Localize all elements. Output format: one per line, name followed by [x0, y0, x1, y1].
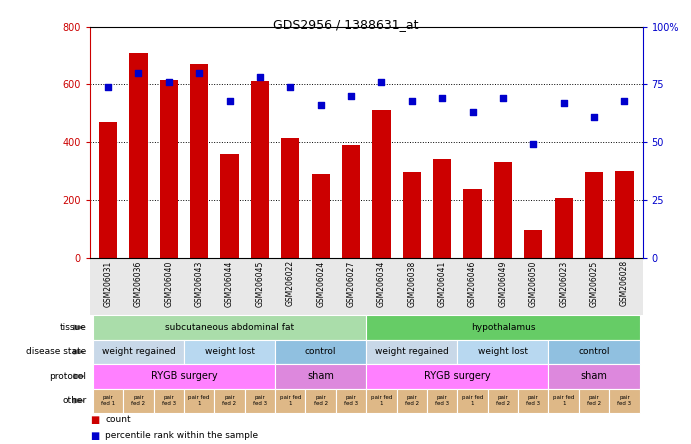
- Bar: [312, 174, 330, 258]
- Polygon shape: [74, 399, 84, 403]
- Text: pair fed
1: pair fed 1: [280, 395, 301, 406]
- Bar: [464, 189, 482, 258]
- Text: weight lost: weight lost: [205, 347, 254, 357]
- Text: weight regained: weight regained: [102, 347, 176, 357]
- Bar: [220, 154, 238, 258]
- Text: sham: sham: [580, 371, 607, 381]
- Bar: [160, 80, 178, 258]
- Text: RYGB surgery: RYGB surgery: [151, 371, 217, 381]
- Text: weight lost: weight lost: [478, 347, 528, 357]
- Polygon shape: [74, 350, 84, 354]
- Text: pair
fed 2: pair fed 2: [496, 395, 510, 406]
- Text: pair
fed 2: pair fed 2: [223, 395, 236, 406]
- Text: hypothalamus: hypothalamus: [471, 323, 535, 332]
- Point: [376, 79, 387, 86]
- Text: count: count: [105, 415, 131, 424]
- Bar: [281, 138, 299, 258]
- Text: percentile rank within the sample: percentile rank within the sample: [105, 431, 258, 440]
- Text: pair
fed 2: pair fed 2: [314, 395, 328, 406]
- Text: weight regained: weight regained: [375, 347, 448, 357]
- Text: pair
fed 3: pair fed 3: [162, 395, 176, 406]
- Text: pair
fed 3: pair fed 3: [435, 395, 449, 406]
- Point: [285, 83, 296, 90]
- Text: pair fed
1: pair fed 1: [553, 395, 574, 406]
- Text: pair
fed 2: pair fed 2: [587, 395, 601, 406]
- Point: [619, 97, 630, 104]
- Text: pair fed
1: pair fed 1: [189, 395, 210, 406]
- Point: [254, 74, 265, 81]
- Text: other: other: [62, 396, 86, 405]
- Polygon shape: [74, 325, 84, 329]
- Text: pair
fed 2: pair fed 2: [131, 395, 146, 406]
- Text: control: control: [578, 347, 609, 357]
- Text: pair
fed 3: pair fed 3: [253, 395, 267, 406]
- Bar: [372, 111, 390, 258]
- Text: control: control: [305, 347, 337, 357]
- Bar: [615, 171, 634, 258]
- Bar: [99, 122, 117, 258]
- Bar: [403, 172, 421, 258]
- Point: [498, 95, 509, 102]
- Text: pair fed
1: pair fed 1: [462, 395, 483, 406]
- Point: [528, 141, 539, 148]
- Bar: [433, 159, 451, 258]
- Point: [406, 97, 417, 104]
- Point: [163, 79, 174, 86]
- Point: [437, 95, 448, 102]
- Text: ■: ■: [90, 431, 99, 441]
- Point: [467, 108, 478, 115]
- Text: pair
fed 3: pair fed 3: [344, 395, 358, 406]
- Text: ■: ■: [90, 415, 99, 425]
- Text: pair
fed 3: pair fed 3: [527, 395, 540, 406]
- Point: [133, 69, 144, 76]
- Text: disease state: disease state: [26, 347, 86, 357]
- Text: tissue: tissue: [59, 323, 86, 332]
- Point: [558, 99, 569, 107]
- Text: subcutaneous abdominal fat: subcutaneous abdominal fat: [165, 323, 294, 332]
- Point: [346, 92, 357, 99]
- Bar: [524, 230, 542, 258]
- Text: sham: sham: [307, 371, 334, 381]
- Bar: [342, 145, 360, 258]
- Point: [102, 83, 113, 90]
- Bar: [494, 163, 512, 258]
- Bar: [585, 172, 603, 258]
- Text: GDS2956 / 1388631_at: GDS2956 / 1388631_at: [273, 18, 418, 31]
- Text: pair
fed 3: pair fed 3: [617, 395, 632, 406]
- Bar: [251, 82, 269, 258]
- Point: [193, 69, 205, 76]
- Text: protocol: protocol: [49, 372, 86, 381]
- Bar: [190, 64, 208, 258]
- Polygon shape: [74, 374, 84, 378]
- Text: pair
fed 2: pair fed 2: [405, 395, 419, 406]
- Text: pair
fed 1: pair fed 1: [101, 395, 115, 406]
- Text: RYGB surgery: RYGB surgery: [424, 371, 491, 381]
- Point: [589, 113, 600, 120]
- Point: [315, 102, 326, 109]
- Text: pair fed
1: pair fed 1: [371, 395, 392, 406]
- Bar: [555, 198, 573, 258]
- Bar: [129, 53, 148, 258]
- Point: [224, 97, 235, 104]
